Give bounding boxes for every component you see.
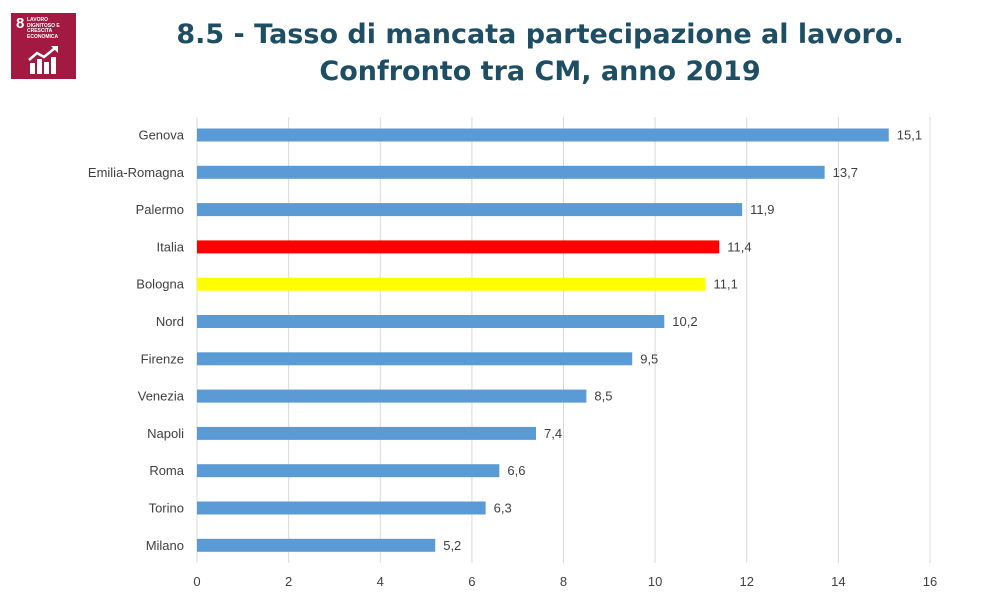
category-label: Palermo [136,202,184,217]
x-tick-label: 12 [740,574,754,589]
category-label: Nord [156,314,184,329]
bar [197,501,486,515]
category-label: Italia [157,239,185,254]
data-label: 6,6 [507,463,525,478]
data-label: 8,5 [594,389,612,404]
sdg-goal-text: LAVORO DIGNITOSO E CRESCITA ECONOMICA [27,17,60,40]
data-label: 7,4 [544,426,562,441]
bar-chart-growth-icon [28,46,58,74]
category-label: Firenze [141,351,184,366]
page-title: 8.5 - Tasso di mancata partecipazione al… [80,16,1000,90]
bar [197,165,825,179]
x-tick-label: 10 [648,574,662,589]
category-label: Napoli [147,426,184,441]
bar [197,203,743,217]
category-label: Bologna [136,277,184,292]
category-label: Emilia-Romagna [88,165,185,180]
data-label: 10,2 [672,314,697,329]
bar [197,352,633,366]
bar [197,464,500,478]
data-label: 15,1 [897,128,922,143]
title-line-1: 8.5 - Tasso di mancata partecipazione al… [176,19,904,50]
data-label: 13,7 [833,165,858,180]
category-label: Venezia [138,389,185,404]
data-label: 11,9 [750,202,774,217]
x-tick-label: 4 [377,574,384,589]
data-label: 9,5 [640,351,658,366]
bar [197,128,889,142]
x-tick-label: 6 [468,574,475,589]
bar [197,277,706,291]
x-tick-label: 8 [560,574,567,589]
data-label: 11,4 [727,239,751,254]
x-tick-label: 16 [923,574,937,589]
bar [197,538,436,552]
x-tick-label: 14 [831,574,845,589]
bar [197,426,537,440]
data-label: 6,3 [494,501,512,516]
sdg-goal-number: 8 [16,15,25,32]
category-label: Torino [149,501,184,516]
bar [197,240,720,254]
category-label: Roma [149,463,184,478]
category-label: Milano [146,538,184,553]
bar [197,389,587,403]
title-line-2: Confronto tra CM, anno 2019 [319,56,761,87]
data-label: 5,2 [443,538,461,553]
category-label: Genova [138,128,184,143]
x-tick-label: 0 [193,574,200,589]
sdg-goal-8-logo: 8 LAVORO DIGNITOSO E CRESCITA ECONOMICA [11,13,76,79]
bar [197,315,665,328]
data-label: 11,1 [714,277,738,292]
x-tick-label: 2 [285,574,292,589]
